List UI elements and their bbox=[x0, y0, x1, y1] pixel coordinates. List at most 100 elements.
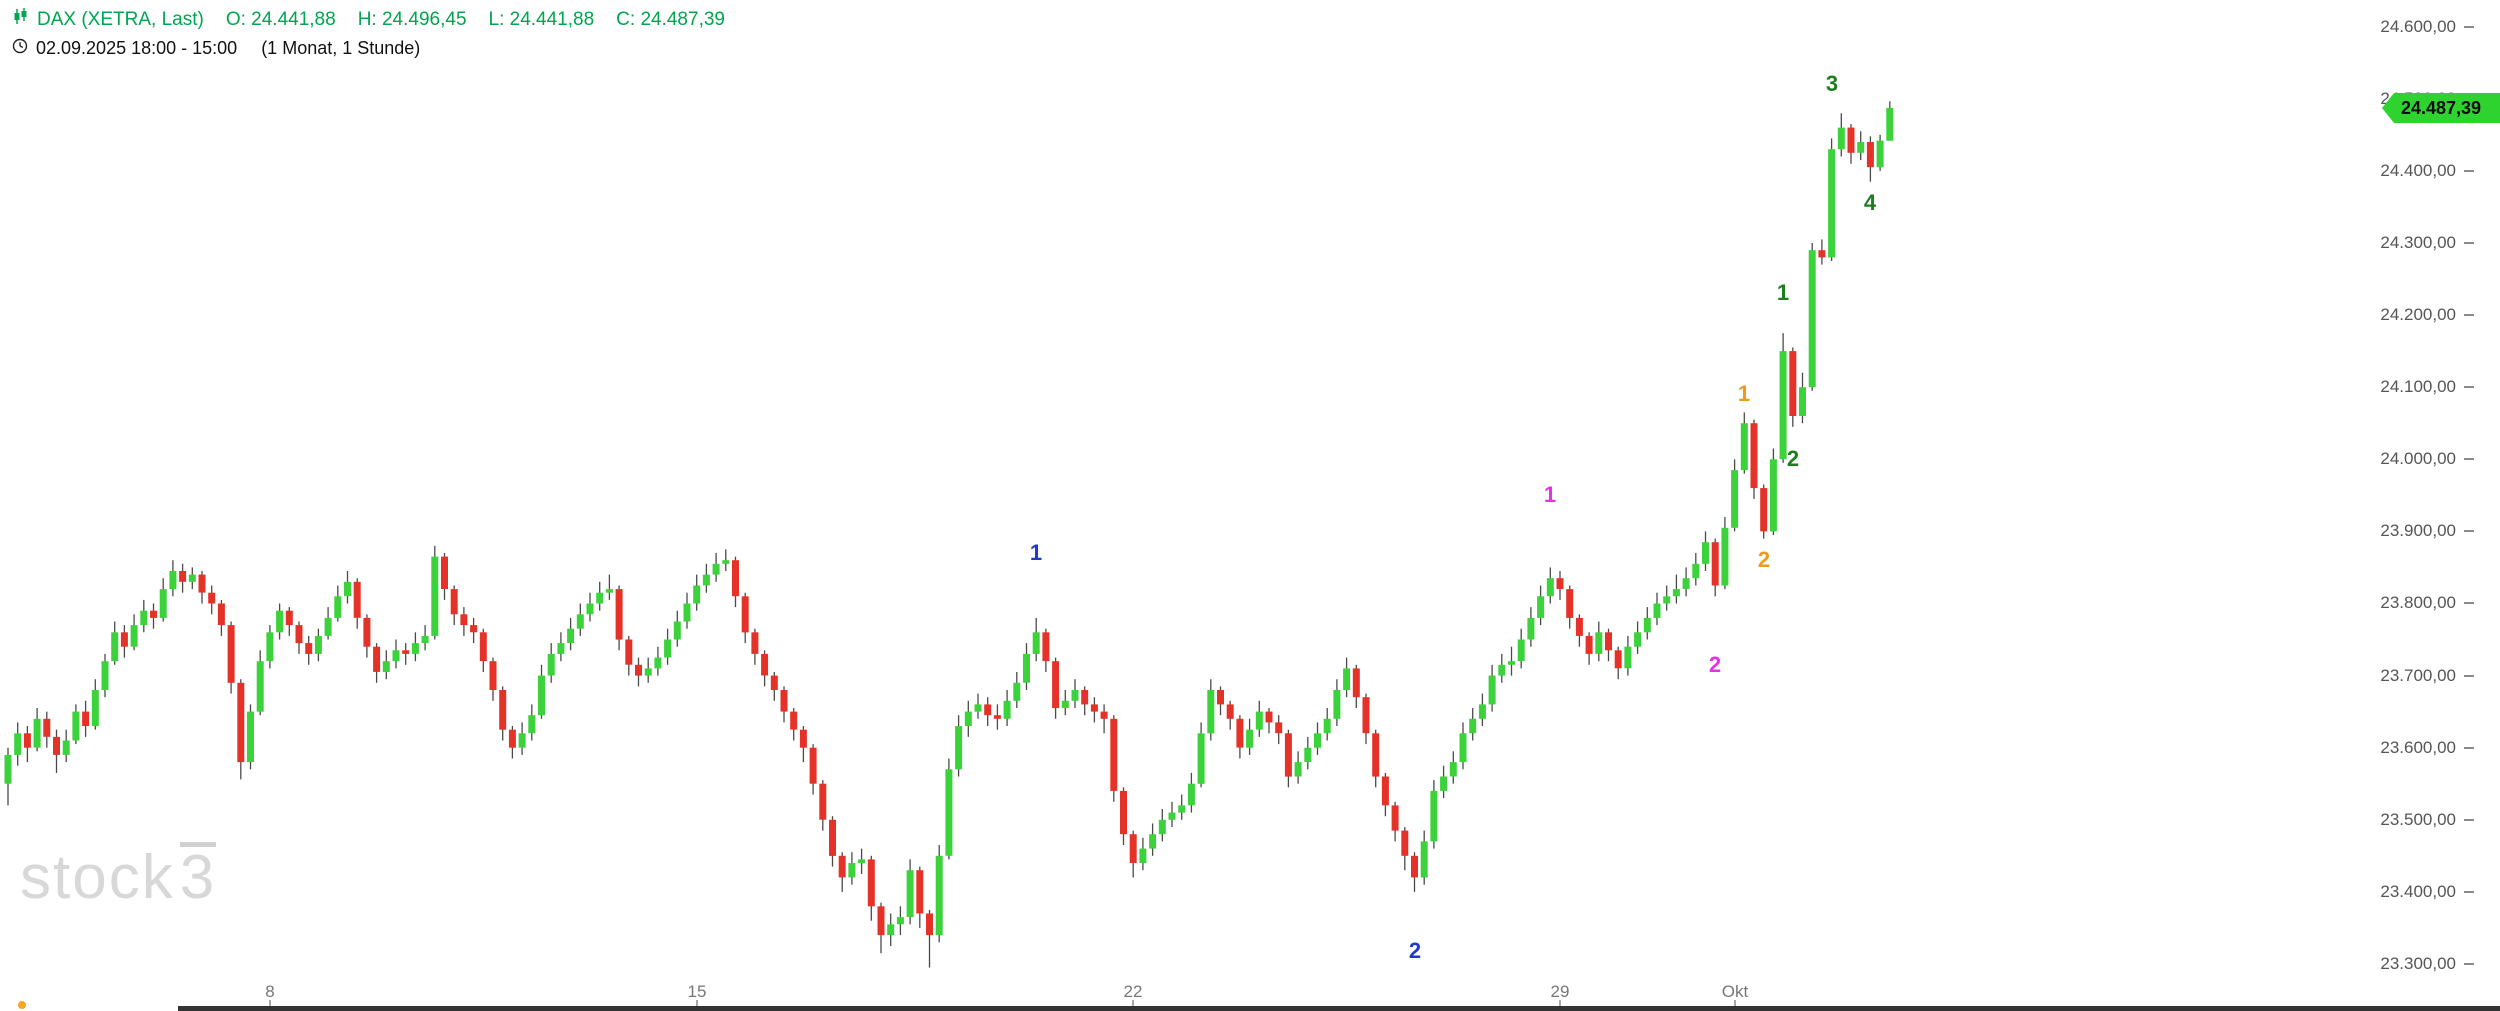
candle-body-down bbox=[1081, 690, 1089, 705]
candle-body-down bbox=[829, 819, 836, 856]
candle-body-down bbox=[479, 632, 487, 662]
time-axis-tick bbox=[269, 1000, 271, 1007]
time-axis-tick bbox=[1559, 1000, 1561, 1007]
wave-annotation[interactable]: 1 bbox=[1776, 280, 1790, 305]
candle-body-down bbox=[1120, 790, 1127, 835]
price-axis-label: 24.600,00 bbox=[2380, 17, 2456, 36]
candle-body-up bbox=[91, 690, 99, 727]
price-axis-label: 23.700,00 bbox=[2380, 666, 2456, 685]
candle-body-down bbox=[1585, 635, 1593, 654]
candle-body-up bbox=[1498, 664, 1506, 676]
candle-body-up bbox=[1469, 718, 1477, 734]
time-axis-label: 8 bbox=[265, 982, 275, 1001]
price-axis-tick bbox=[2464, 963, 2474, 965]
candle-body-up bbox=[1149, 834, 1157, 849]
wave-annotation[interactable]: 2 bbox=[1757, 547, 1771, 572]
candle-body-up bbox=[1886, 107, 1894, 141]
last-price-value: 24.487,39 bbox=[2400, 97, 2482, 118]
candle-body-down bbox=[53, 736, 60, 755]
wave-annotation[interactable]: 1 bbox=[1029, 540, 1043, 565]
candle-body-down bbox=[1847, 127, 1855, 153]
candle-body-up bbox=[955, 726, 963, 770]
price-axis-label: 24.000,00 bbox=[2380, 449, 2456, 468]
candle-body-down bbox=[1818, 250, 1826, 258]
price-axis-tick bbox=[2464, 602, 2474, 604]
candle-body-down bbox=[993, 715, 1001, 719]
candle-body-down bbox=[1605, 632, 1612, 651]
candle-body-down bbox=[926, 913, 933, 936]
candle-body-down bbox=[819, 783, 827, 820]
candle-body-up bbox=[1071, 690, 1079, 701]
candle-body-down bbox=[43, 718, 51, 737]
candle-body-up bbox=[586, 603, 594, 615]
timeline-scrollbar[interactable] bbox=[178, 1006, 2500, 1011]
watermark-three: 3 bbox=[179, 842, 217, 912]
candle-body-up bbox=[644, 668, 652, 676]
candle-body-up bbox=[1663, 596, 1671, 604]
price-axis[interactable]: 24.600,0024.500,0024.400,0024.300,0024.2… bbox=[2300, 0, 2500, 1011]
candle-body-up bbox=[896, 917, 904, 925]
time-axis-tick bbox=[1132, 1000, 1134, 1007]
candle-body-down bbox=[1866, 142, 1874, 168]
time-axis-tick bbox=[1734, 1000, 1736, 1007]
candle-body-up bbox=[1168, 812, 1176, 820]
price-axis-tick bbox=[2464, 242, 2474, 244]
wave-annotation[interactable]: 3 bbox=[1825, 71, 1839, 96]
candle-body-up bbox=[334, 596, 342, 618]
candle-body-down bbox=[470, 625, 478, 633]
candle-body-up bbox=[722, 560, 730, 564]
wave-annotation[interactable]: 2 bbox=[1708, 652, 1722, 677]
candle-body-down bbox=[82, 711, 90, 726]
price-axis-label: 23.500,00 bbox=[2380, 810, 2456, 829]
candle-body-up bbox=[654, 657, 662, 669]
candle-body-up bbox=[712, 563, 720, 575]
candle-body-up bbox=[557, 643, 565, 654]
wave-annotation[interactable]: 1 bbox=[1543, 482, 1557, 507]
candle-body-up bbox=[1013, 682, 1021, 701]
candle-body-up bbox=[1643, 617, 1651, 633]
candle-body-up bbox=[140, 610, 148, 626]
candle-body-down bbox=[741, 596, 749, 633]
candle-body-up bbox=[111, 632, 119, 662]
price-axis-label: 23.300,00 bbox=[2380, 954, 2456, 973]
wave-annotation[interactable]: 2 bbox=[1786, 446, 1800, 471]
candle-body-up bbox=[1255, 711, 1263, 730]
candle-body-up bbox=[605, 589, 613, 593]
close-value: C: 24.487,39 bbox=[616, 8, 725, 30]
candle-body-up bbox=[683, 603, 691, 622]
date-range: 02.09.2025 18:00 - 15:00 bbox=[36, 38, 238, 58]
instrument-line: DAX (XETRA, Last) O: 24.441,88 H: 24.496… bbox=[12, 8, 725, 31]
candle-body-up bbox=[421, 635, 429, 644]
candle-body-down bbox=[295, 625, 303, 644]
candle-body-up bbox=[848, 863, 856, 878]
wave-annotation[interactable]: 2 bbox=[1408, 938, 1422, 963]
high-value: H: 24.496,45 bbox=[357, 8, 467, 30]
candle-body-down bbox=[150, 610, 157, 618]
candle-body-down bbox=[1265, 711, 1273, 723]
wave-annotation[interactable]: 4 bbox=[1863, 190, 1877, 215]
candle-body-up bbox=[159, 589, 167, 618]
candle-body-up bbox=[4, 754, 12, 784]
candle-body-down bbox=[1129, 834, 1137, 863]
candle-body-up bbox=[1440, 776, 1448, 791]
candle-body-down bbox=[1566, 589, 1574, 618]
price-axis-tick bbox=[2464, 26, 2474, 28]
candle-body-down bbox=[499, 690, 507, 730]
candle-body-down bbox=[1275, 722, 1283, 734]
candle-body-down bbox=[1090, 704, 1098, 712]
candle-body-down bbox=[208, 592, 216, 604]
candle-body-down bbox=[489, 661, 497, 690]
candle-body-down bbox=[984, 704, 992, 716]
candle-body-up bbox=[702, 574, 710, 586]
price-axis-label: 23.600,00 bbox=[2380, 738, 2456, 757]
wave-annotation[interactable]: 1 bbox=[1737, 381, 1751, 406]
candle-body-down bbox=[625, 639, 633, 665]
candle-body-up bbox=[1692, 563, 1700, 579]
candle-body-up bbox=[964, 711, 972, 726]
candle-body-up bbox=[858, 859, 866, 863]
candle-body-up bbox=[906, 870, 914, 918]
candle-body-up bbox=[664, 639, 672, 658]
candle-body-down bbox=[877, 906, 885, 936]
candle-body-down bbox=[780, 690, 788, 712]
